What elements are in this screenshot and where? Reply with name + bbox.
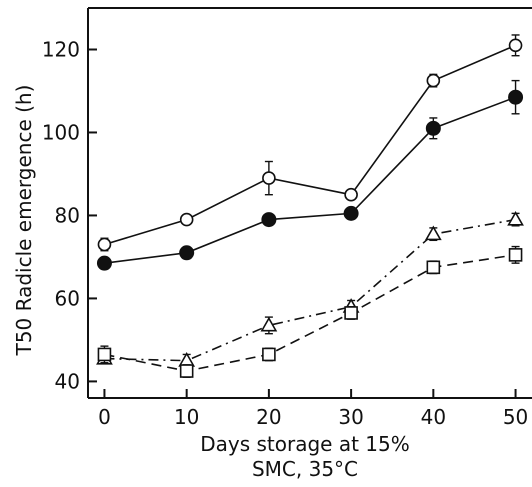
x-tick-label: 20 (256, 405, 281, 429)
data-point (178, 352, 196, 367)
data-point (261, 212, 277, 228)
plot-frame (87, 7, 532, 399)
data-point (97, 347, 112, 362)
data-point (343, 205, 359, 221)
series-open-triangle (96, 210, 524, 368)
y-tick-label: 60 (55, 286, 80, 310)
data-point (508, 89, 524, 105)
x-tick-label: 50 (503, 405, 528, 429)
series-open-square (97, 245, 523, 378)
data-point (344, 306, 358, 320)
data-point (507, 210, 524, 226)
y-tick-label: 100 (42, 120, 80, 144)
data-point (97, 237, 112, 252)
x-axis-title-line1: Days storage at 15% (200, 432, 410, 456)
series-line (104, 254, 516, 372)
data-point (344, 187, 358, 202)
data-point (260, 316, 278, 332)
data-point (96, 255, 112, 271)
series-layer (96, 34, 524, 378)
axis-ticks: 0 10 20 30 40 50 40 60 80 100 120 (42, 37, 528, 429)
data-point (508, 38, 523, 53)
data-point (424, 225, 442, 241)
data-point (425, 120, 441, 136)
y-tick-label: 40 (55, 369, 80, 393)
y-tick-label: 80 (55, 203, 80, 227)
data-point (508, 248, 523, 262)
series-line (104, 96, 516, 264)
data-point (262, 171, 276, 185)
x-tick-label: 10 (174, 405, 199, 429)
x-tick-label: 0 (98, 405, 111, 429)
series-line (104, 44, 516, 246)
data-point (426, 73, 441, 88)
y-tick-label: 120 (42, 37, 80, 61)
series-open-circle (97, 34, 523, 252)
y-axis-title: T50 Radicle emergence (h) (12, 85, 36, 357)
x-axis-title-line2: SMC, 35°C (252, 457, 358, 481)
series-line (104, 218, 516, 362)
data-point (426, 260, 441, 275)
data-point (179, 212, 194, 227)
data-point (262, 347, 276, 362)
data-point (179, 245, 195, 261)
series-filled-circle (96, 79, 524, 271)
data-point (179, 364, 194, 378)
x-tick-label: 40 (421, 405, 446, 429)
x-tick-label: 30 (338, 405, 363, 429)
